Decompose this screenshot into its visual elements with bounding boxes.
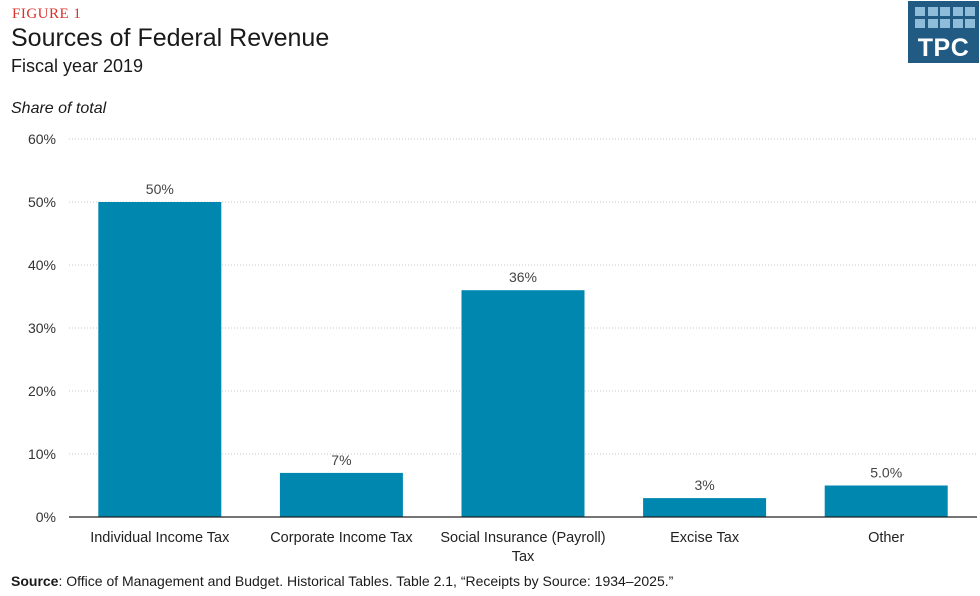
x-tick-label: Social Insurance (Payroll) xyxy=(440,530,605,546)
y-tick-label: 10% xyxy=(28,446,56,462)
bar xyxy=(643,498,767,517)
bar xyxy=(461,290,585,517)
x-tick-label: Individual Income Tax xyxy=(90,530,230,546)
y-tick-label: 40% xyxy=(28,257,56,273)
x-tick-label: Other xyxy=(868,530,904,546)
tpc-logo: TPC xyxy=(908,1,979,63)
y-tick-label: 20% xyxy=(28,383,56,399)
source-text: : Office of Management and Budget. Histo… xyxy=(58,573,674,589)
data-label: 50% xyxy=(146,181,174,197)
source-label: Source xyxy=(11,573,59,589)
data-label: 36% xyxy=(509,269,537,285)
data-label: 7% xyxy=(331,452,351,468)
bar xyxy=(279,472,403,517)
bar xyxy=(98,202,222,517)
x-tick-label: Corporate Income Tax xyxy=(270,530,413,546)
figure-label: FIGURE 1 xyxy=(12,6,82,22)
chart-subtitle: Fiscal year 2019 xyxy=(11,56,144,76)
chart-title: Sources of Federal Revenue xyxy=(11,24,330,52)
data-label: 5.0% xyxy=(870,465,902,481)
y-tick-label: 50% xyxy=(28,194,56,210)
bar xyxy=(824,485,948,517)
y-axis-title: Share of total xyxy=(11,100,107,117)
x-tick-label: Excise Tax xyxy=(670,530,740,546)
logo-grid-icon xyxy=(915,7,975,28)
y-tick-label: 30% xyxy=(28,320,56,336)
data-label: 3% xyxy=(694,477,714,493)
y-tick-label: 60% xyxy=(28,131,56,147)
logo-text: TPC xyxy=(917,34,970,62)
source-note: Source: Office of Management and Budget.… xyxy=(11,573,673,589)
y-tick-label: 0% xyxy=(36,509,56,525)
x-tick-label: Tax xyxy=(512,549,535,565)
